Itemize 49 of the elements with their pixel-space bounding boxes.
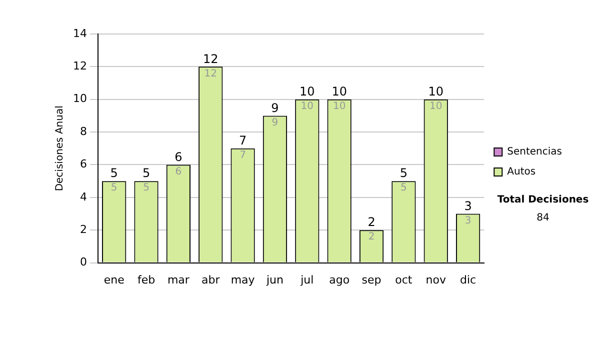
total-label: 7 xyxy=(238,134,247,148)
data-label: 10 xyxy=(430,100,442,112)
data-label: 6 xyxy=(175,166,182,178)
y-tick-label: 2 xyxy=(80,222,87,236)
y-axis-title: Decisiones Anual xyxy=(54,106,66,192)
total-label: 6 xyxy=(174,150,182,164)
x-tick-label: abr xyxy=(201,273,220,286)
y-tick-label: 12 xyxy=(72,60,87,73)
x-tick-label: nov xyxy=(426,273,446,286)
x-tick-label: ene xyxy=(104,273,125,286)
total-label: 2 xyxy=(368,215,376,230)
x-tick-label: dic xyxy=(460,273,476,286)
data-label: 5 xyxy=(400,182,407,194)
data-label: 3 xyxy=(464,215,472,226)
x-tick-label: oct xyxy=(395,273,413,286)
total-label: 10 xyxy=(428,84,444,98)
data-label: 10 xyxy=(300,100,314,112)
y-tick-label: 4 xyxy=(80,190,87,204)
y-tick-label: 6 xyxy=(80,158,87,171)
x-tick-label: sep xyxy=(362,273,382,286)
data-label: 10 xyxy=(332,100,346,112)
total-label: 10 xyxy=(332,84,347,98)
x-tick-label: feb xyxy=(137,273,156,286)
data-label: 2 xyxy=(368,232,375,243)
x-tick-label: mar xyxy=(167,273,190,286)
legend-label: Autos xyxy=(507,166,536,178)
y-tick-label: 14 xyxy=(72,26,87,40)
total-label: 10 xyxy=(300,84,315,98)
x-tick-label: ago xyxy=(329,273,350,286)
x-tick-label: jul xyxy=(300,273,314,286)
y-tick-label: 8 xyxy=(80,124,87,138)
legend-label: Sentencias xyxy=(507,146,562,158)
total-label: 12 xyxy=(202,52,218,66)
y-tick-label: 0 xyxy=(80,256,87,269)
text: Total Decisiones xyxy=(497,194,589,206)
total-label: 3 xyxy=(464,198,472,213)
total-label: 5 xyxy=(110,166,118,180)
data-label: 9 xyxy=(272,117,278,128)
data-label: 5 xyxy=(110,182,118,194)
total-label: 5 xyxy=(400,166,408,180)
total-label: 5 xyxy=(142,166,150,180)
data-label: 12 xyxy=(204,68,217,80)
x-tick-label: may xyxy=(230,273,256,286)
total-label: 9 xyxy=(271,100,279,115)
x-tick-label: jun xyxy=(265,273,284,286)
text: 84 xyxy=(536,212,550,224)
data-label: 7 xyxy=(240,150,246,161)
data-label: 5 xyxy=(143,182,150,194)
y-tick-label: 10 xyxy=(72,92,87,106)
